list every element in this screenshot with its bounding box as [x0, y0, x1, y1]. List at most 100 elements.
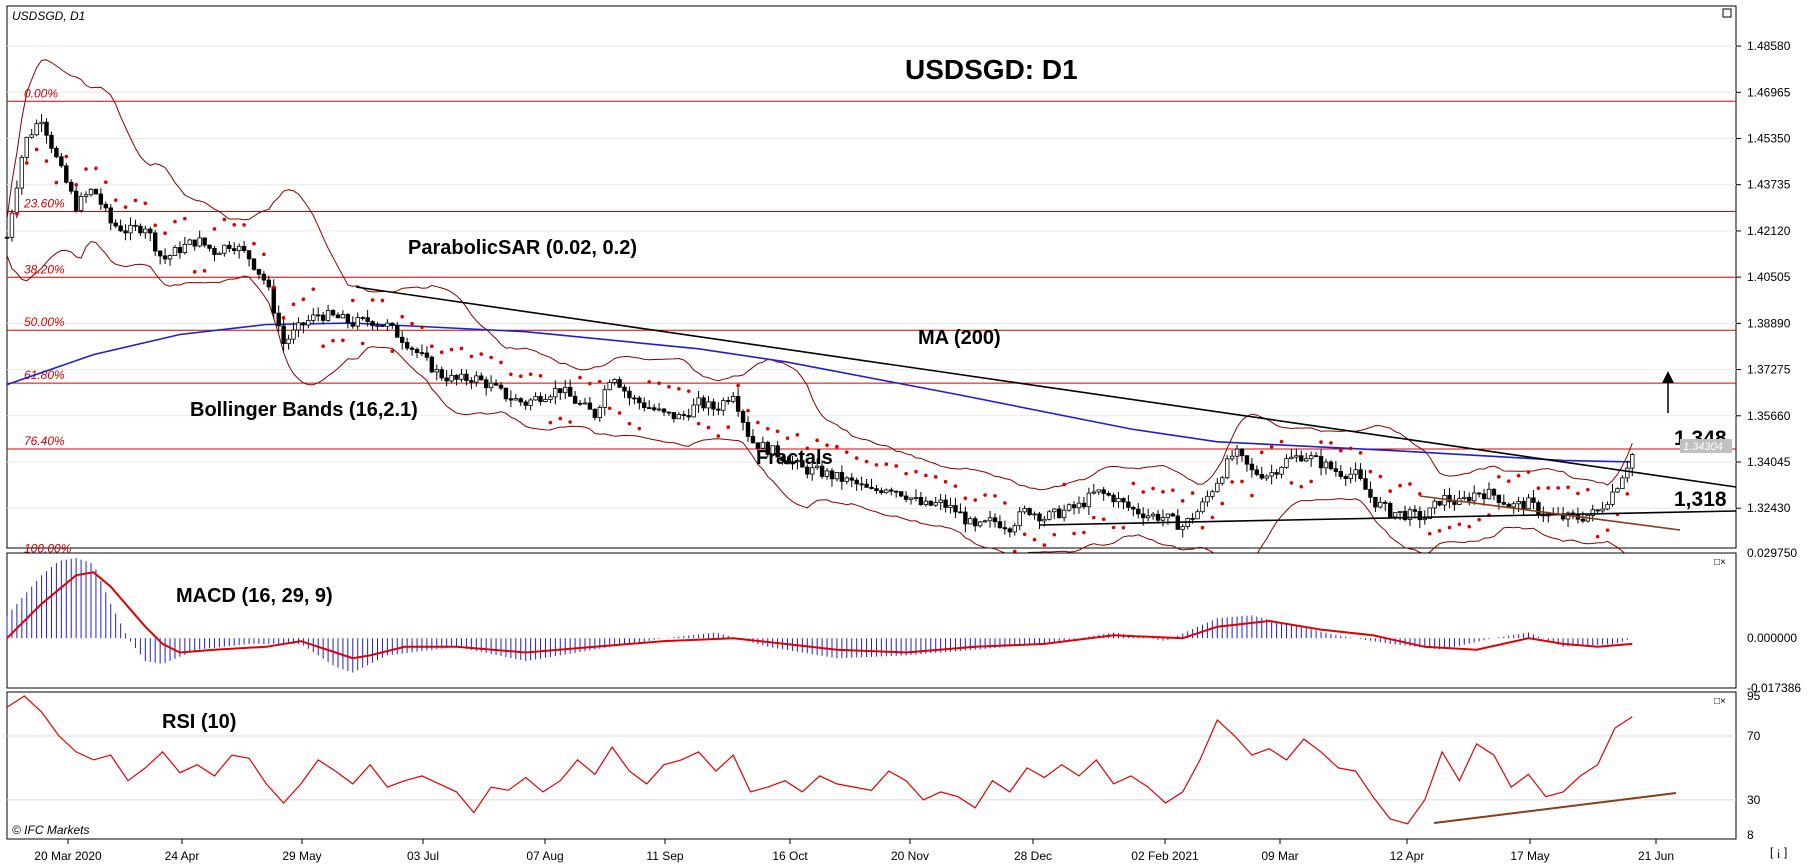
candle-body: [1388, 502, 1393, 518]
macd-tick-label: 0.000000: [1747, 631, 1797, 645]
candle-body: [938, 499, 943, 504]
candle-body: [19, 156, 25, 189]
time-tick-label: 07 Aug: [526, 849, 563, 863]
candle-body: [869, 486, 874, 490]
candle-body: [538, 396, 543, 402]
sar-dot: [212, 227, 217, 231]
candle-body: [814, 465, 820, 469]
candle-body: [1521, 501, 1526, 510]
candle-body: [306, 319, 311, 326]
sar-dot: [578, 375, 582, 380]
sar-dot: [1299, 484, 1304, 489]
sar-dot: [271, 285, 276, 290]
rsi-window-controls-icon[interactable]: □×: [1714, 696, 1726, 707]
candle-body: [390, 322, 395, 326]
candle-body: [78, 196, 84, 211]
candle-body: [1145, 515, 1151, 519]
candle-body: [686, 415, 691, 418]
sar-dot: [518, 374, 523, 379]
candle-body: [197, 237, 202, 247]
candle-body: [261, 273, 267, 281]
candle-body: [1358, 469, 1363, 479]
sar-dot: [696, 421, 701, 426]
candle-body: [973, 518, 978, 527]
candle-body: [212, 247, 217, 256]
candle-body: [1052, 508, 1057, 513]
candle-body: [1106, 493, 1111, 496]
candle-body: [414, 348, 420, 353]
current-price-box: [1680, 439, 1732, 453]
candle-body: [968, 518, 973, 525]
sar-dot: [795, 433, 800, 437]
sar-dot: [15, 212, 19, 216]
candle-body: [602, 389, 607, 408]
sar-dot: [726, 425, 731, 429]
sar-dot: [1408, 482, 1412, 486]
candle-body: [1141, 513, 1146, 519]
candle-body: [1254, 469, 1260, 475]
sar-dot: [1586, 487, 1590, 492]
sar-dot: [598, 379, 602, 384]
main-price-axis: 1.48580 1.46965 1.45350 1.43735 1.42120 1.405…: [1736, 39, 1791, 515]
candle-body: [1373, 496, 1378, 508]
candle-body: [4, 236, 10, 239]
sar-dot: [756, 420, 760, 425]
sar-dot: [1250, 493, 1254, 498]
sar-dot: [1180, 499, 1185, 503]
candle-body: [1471, 492, 1477, 502]
candle-body: [1170, 513, 1176, 517]
scroll-icon[interactable]: [ ¡ ]: [1770, 845, 1787, 859]
sar-dot: [499, 360, 503, 365]
sar-dot: [301, 297, 306, 302]
sar-dot: [163, 231, 167, 236]
sar-dot: [677, 386, 681, 391]
candle-body: [617, 379, 622, 388]
sar-dot: [1131, 481, 1136, 486]
macd-signal-line: [6, 571, 1633, 660]
time-tick-label: 03 Jul: [407, 849, 439, 863]
sar-dot: [1012, 549, 1017, 554]
candle-body: [770, 445, 775, 455]
candle-body: [637, 397, 642, 404]
candle-body: [711, 401, 716, 410]
candle-body: [1205, 495, 1210, 503]
candle-body: [1432, 500, 1437, 509]
candle-body: [488, 382, 494, 389]
fib-level-label: 23.60%: [23, 196, 65, 210]
candle-body: [345, 314, 351, 324]
candle-body: [755, 442, 761, 449]
candle-body: [864, 483, 869, 488]
sar-dot: [904, 471, 908, 476]
sar-dot: [1161, 490, 1165, 494]
sar-dot: [746, 408, 750, 413]
sar-dot: [785, 436, 790, 440]
candle-body: [587, 402, 593, 410]
candle-body: [1378, 501, 1383, 508]
candle-body: [1501, 502, 1507, 505]
candle-body: [1289, 456, 1294, 460]
candle-body: [246, 250, 252, 260]
maximize-icon[interactable]: [1722, 8, 1732, 18]
sar-dot: [933, 475, 938, 479]
sar-dot: [686, 389, 691, 393]
candle-body: [316, 314, 321, 317]
candle-body: [701, 397, 706, 409]
candle-body: [1150, 513, 1156, 517]
candle-body: [434, 369, 439, 373]
candle-body: [790, 461, 795, 465]
sar-dot: [953, 484, 958, 488]
sar-dot: [1042, 543, 1047, 547]
sar-dot: [489, 355, 493, 360]
sar-dot: [835, 444, 839, 449]
sar-dot: [1190, 491, 1195, 495]
candle-body: [651, 407, 657, 411]
macd-window-controls-icon[interactable]: □×: [1714, 557, 1726, 568]
candle-body: [1284, 458, 1289, 468]
time-tick-label: 09 Mar: [1261, 849, 1298, 863]
sar-dot: [262, 252, 266, 257]
main-panel: 0.00% 23.60% 38.20% 50.00% 61.80% 76.40% 100.0…: [4, 5, 1791, 570]
sar-dot: [183, 216, 187, 221]
candle-body: [997, 521, 1003, 529]
sar-dot: [1516, 473, 1521, 478]
candle-body: [977, 521, 983, 527]
